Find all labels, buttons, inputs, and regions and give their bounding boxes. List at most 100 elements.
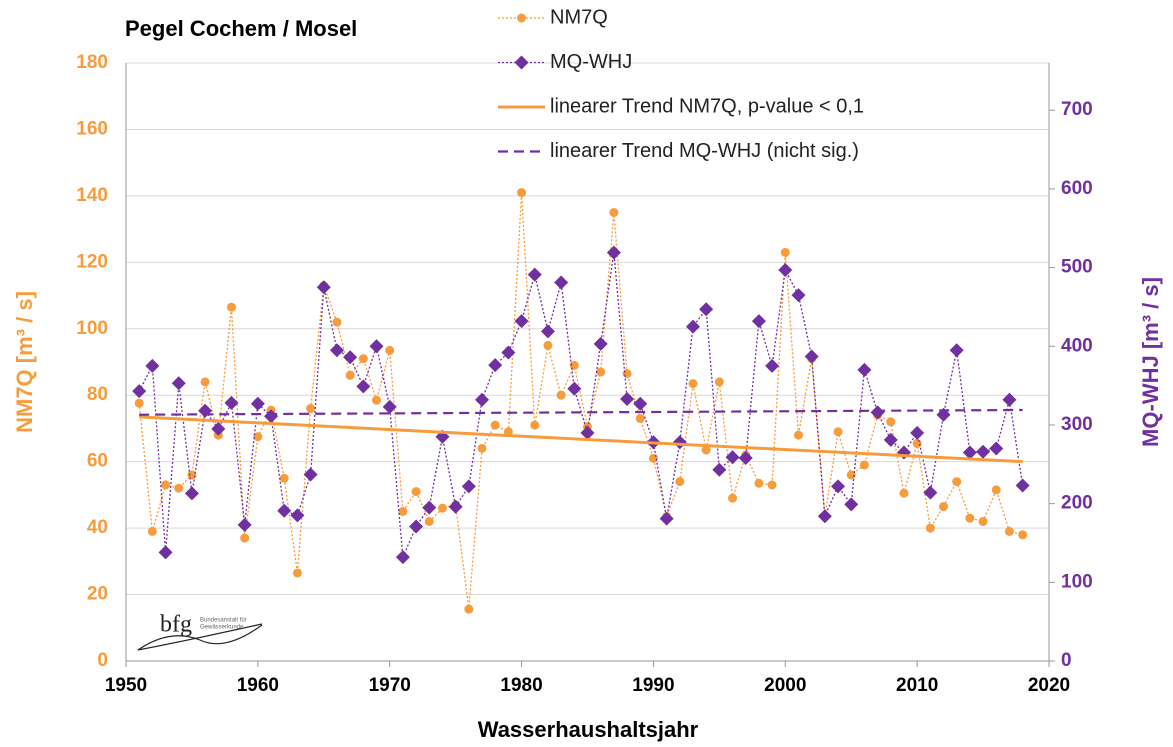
y-tick-label: 140 bbox=[76, 185, 108, 206]
data-point bbox=[437, 503, 447, 513]
data-point bbox=[688, 379, 698, 389]
data-point bbox=[606, 245, 621, 260]
y-tick-label: 120 bbox=[76, 251, 108, 272]
data-point bbox=[356, 379, 371, 394]
data-point bbox=[517, 188, 527, 198]
x-tick-label: 1990 bbox=[632, 675, 674, 696]
data-point bbox=[488, 358, 503, 373]
data-point bbox=[754, 478, 764, 488]
data-point bbox=[793, 430, 803, 440]
data-point bbox=[329, 343, 344, 358]
y2-tick-label: 700 bbox=[1061, 99, 1093, 120]
data-point bbox=[648, 453, 658, 463]
y2-tick-label: 100 bbox=[1061, 571, 1093, 592]
data-point bbox=[556, 390, 566, 400]
data-point bbox=[332, 317, 342, 327]
series-line bbox=[138, 252, 1024, 558]
series-line bbox=[139, 408, 1023, 416]
data-point bbox=[728, 493, 738, 503]
data-point bbox=[857, 362, 872, 377]
data-point bbox=[253, 432, 263, 442]
data-point bbox=[767, 480, 777, 490]
data-point bbox=[701, 445, 711, 455]
data-point bbox=[145, 358, 160, 373]
data-point bbox=[147, 526, 157, 536]
data-point bbox=[475, 392, 490, 407]
data-point bbox=[411, 487, 421, 497]
x-tick-label: 2020 bbox=[1028, 675, 1070, 696]
series-line bbox=[138, 192, 1023, 610]
data-point bbox=[250, 396, 265, 411]
y2-tick-label: 200 bbox=[1061, 493, 1093, 514]
data-point bbox=[424, 516, 434, 526]
data-point bbox=[345, 370, 355, 380]
y2-axis-label: MQ-WHJ [m³ / s] bbox=[1138, 277, 1163, 447]
data-point bbox=[369, 339, 384, 354]
data-point bbox=[382, 399, 397, 414]
data-point bbox=[925, 523, 935, 533]
data-point bbox=[622, 369, 632, 379]
y-tick-label: 0 bbox=[97, 650, 108, 671]
data-point bbox=[567, 381, 582, 396]
data-point bbox=[778, 262, 793, 277]
data-point bbox=[791, 288, 806, 303]
legend-marker bbox=[514, 55, 529, 70]
legend-label: linearer Trend MQ-WHJ (nicht sig.) bbox=[550, 140, 859, 162]
data-point bbox=[461, 479, 476, 494]
data-point bbox=[976, 444, 991, 459]
data-point bbox=[712, 462, 727, 477]
data-point bbox=[134, 398, 144, 408]
data-point bbox=[1002, 392, 1017, 407]
data-point bbox=[211, 421, 226, 436]
data-point bbox=[292, 568, 302, 578]
x-axis-label: Wasserhaushaltsjahr bbox=[478, 717, 699, 742]
data-point bbox=[306, 404, 316, 414]
data-point bbox=[527, 267, 542, 282]
data-point bbox=[343, 350, 358, 365]
data-point bbox=[477, 443, 487, 453]
data-point bbox=[554, 275, 569, 290]
data-point bbox=[409, 519, 424, 534]
data-point bbox=[939, 502, 949, 512]
data-point bbox=[780, 247, 790, 257]
data-point bbox=[886, 417, 896, 427]
data-point bbox=[316, 280, 331, 295]
data-point bbox=[831, 479, 846, 494]
data-point bbox=[161, 480, 171, 490]
logo-subtitle: Gewässerkunde bbox=[200, 625, 244, 631]
y-tick-label: 60 bbox=[87, 451, 108, 472]
data-point bbox=[899, 488, 909, 498]
data-point bbox=[279, 473, 289, 483]
data-point bbox=[226, 302, 236, 312]
data-point bbox=[184, 486, 199, 501]
data-point bbox=[989, 441, 1004, 456]
data-point bbox=[358, 354, 368, 364]
y2-tick-label: 0 bbox=[1061, 650, 1072, 671]
data-point bbox=[543, 340, 553, 350]
data-point bbox=[685, 319, 700, 334]
y-tick-label: 160 bbox=[76, 118, 108, 139]
data-point bbox=[965, 513, 975, 523]
y-tick-label: 20 bbox=[87, 584, 108, 605]
data-point bbox=[609, 208, 619, 217]
legend-marker bbox=[517, 13, 526, 23]
data-point bbox=[952, 477, 962, 487]
data-point bbox=[501, 345, 516, 360]
y2-tick-label: 500 bbox=[1061, 257, 1093, 278]
data-point bbox=[530, 420, 540, 430]
y-tick-label: 80 bbox=[87, 384, 108, 405]
data-point bbox=[395, 550, 410, 565]
data-point bbox=[978, 516, 988, 526]
logo-curve bbox=[137, 624, 263, 651]
data-point bbox=[633, 396, 648, 411]
data-point bbox=[174, 483, 184, 493]
data-point bbox=[620, 391, 635, 406]
x-tick-label: 2010 bbox=[896, 675, 938, 696]
x-tick-label: 2000 bbox=[764, 675, 806, 696]
data-point bbox=[817, 509, 832, 524]
y-tick-label: 180 bbox=[76, 52, 108, 73]
data-point bbox=[264, 409, 279, 424]
x-tick-label: 1980 bbox=[500, 675, 542, 696]
data-point bbox=[804, 349, 819, 364]
